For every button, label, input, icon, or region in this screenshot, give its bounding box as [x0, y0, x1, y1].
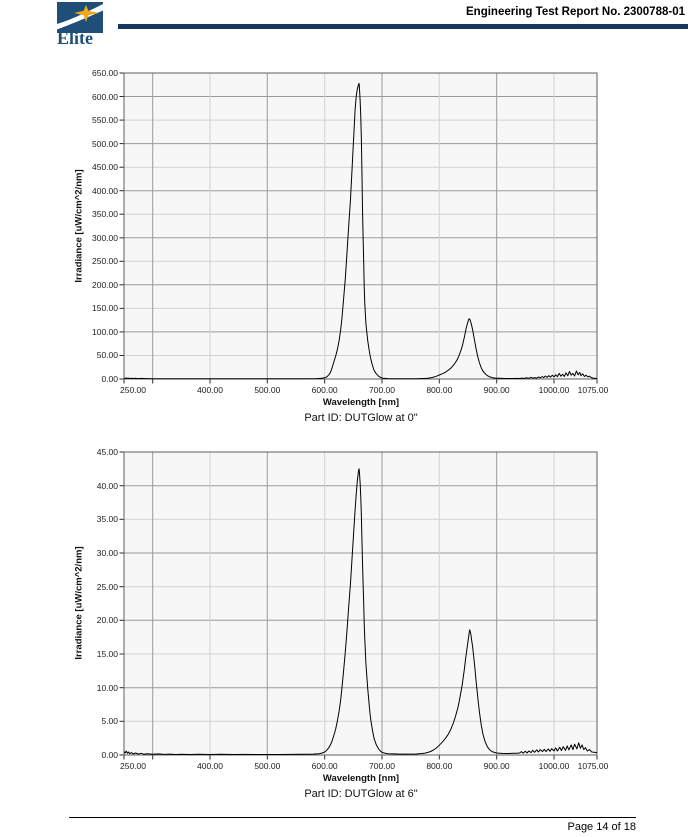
- axis-ticks: [119, 72, 598, 384]
- x-tick-label: 250.00: [120, 761, 146, 771]
- x-tick-label: 500.00: [254, 385, 281, 395]
- y-tick-label: 500.00: [92, 138, 118, 149]
- y-tick-label: 200.00: [92, 279, 118, 290]
- x-tick-label: 600.00: [311, 761, 338, 771]
- y-tick-label: 50.00: [96, 350, 118, 361]
- y-axis-title: Irradiance [uW/cm^2/nm]: [73, 546, 85, 660]
- x-axis-title: Wavelength [nm]: [322, 397, 400, 408]
- elite-logo: Elite: [57, 2, 103, 48]
- header-rule: [118, 24, 688, 29]
- gridlines: [124, 452, 597, 755]
- axis-ticks: [119, 451, 598, 760]
- y-tick-label: 20.00: [96, 615, 118, 626]
- plot-svg: [119, 72, 598, 384]
- y-tick-label: 600.00: [92, 91, 118, 102]
- x-tick-label: 1000.00: [538, 385, 570, 395]
- y-tick-label: 550.00: [92, 115, 118, 126]
- y-tick-label: 300.00: [92, 232, 118, 243]
- y-tick-label: 450.00: [92, 162, 118, 173]
- y-tick-label: 0.00: [101, 374, 118, 384]
- y-tick-label: 30.00: [96, 548, 118, 558]
- x-tick-label: 250.00: [120, 385, 146, 395]
- x-tick-label: 900.00: [483, 761, 510, 771]
- y-tick-label: 150.00: [92, 303, 118, 314]
- y-tick-label: 650.00: [92, 68, 118, 78]
- y-tick-label: 400.00: [92, 185, 118, 196]
- y-tick-label: 250.00: [92, 256, 118, 267]
- y-tick-label: 0.00: [101, 750, 118, 760]
- chart-caption: Part ID: DUTGlow at 6": [304, 788, 418, 800]
- chart-caption: Part ID: DUTGlow at 0": [304, 412, 418, 424]
- y-tick-label: 100.00: [92, 326, 118, 337]
- y-tick-label: 35.00: [96, 514, 118, 525]
- y-tick-label: 15.00: [96, 649, 118, 659]
- y-tick-label: 40.00: [96, 480, 118, 491]
- y-tick-label: 10.00: [96, 682, 118, 693]
- y-axis-title: Irradiance [uW/cm^2/nm]: [73, 169, 85, 283]
- brand-text: Elite: [57, 28, 93, 48]
- x-tick-label: 1075.00: [577, 385, 609, 395]
- x-tick-label: 900.00: [483, 385, 510, 395]
- x-tick-label: 700.00: [369, 385, 395, 395]
- x-tick-label: 800.00: [426, 385, 453, 395]
- y-tick-label: 350.00: [92, 209, 118, 220]
- x-tick-label: 400.00: [197, 385, 223, 395]
- x-tick-label: 600.00: [311, 385, 338, 395]
- page-number: Page 14 of 18: [567, 821, 636, 833]
- plot-svg: [119, 451, 598, 760]
- elite-logo-icon: [57, 2, 103, 33]
- x-axis-title: Wavelength [nm]: [322, 773, 400, 784]
- plot-background: [124, 452, 597, 755]
- y-tick-label: 25.00: [96, 581, 118, 592]
- x-tick-label: 400.00: [197, 761, 223, 771]
- x-tick-label: 800.00: [426, 761, 453, 771]
- x-tick-label: 1075.00: [577, 761, 609, 771]
- gridlines: [124, 73, 597, 379]
- y-tick-label: 5.00: [101, 716, 118, 727]
- spectrum-curve: [123, 82, 598, 380]
- x-tick-label: 700.00: [369, 761, 395, 771]
- x-tick-label: 500.00: [254, 761, 281, 771]
- report-title: Engineering Test Report No. 2300788-01: [466, 6, 685, 18]
- y-tick-label: 45.00: [96, 447, 118, 457]
- x-tick-label: 1000.00: [538, 761, 570, 771]
- footer-rule: [69, 817, 636, 818]
- star-icon: [74, 5, 99, 22]
- spectrum-curve: [123, 468, 598, 755]
- plot-background: [124, 73, 597, 379]
